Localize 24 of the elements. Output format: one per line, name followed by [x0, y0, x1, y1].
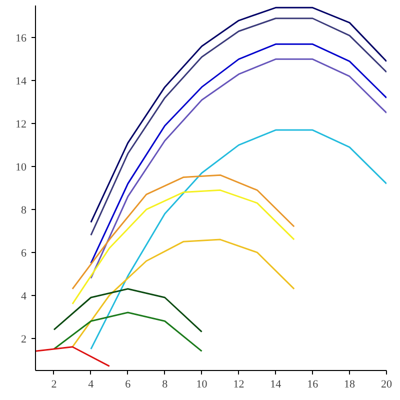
line-series [53, 312, 203, 352]
x-tick-label: 14 [270, 378, 282, 390]
x-tick-label: 18 [344, 378, 356, 390]
x-tick-label: 10 [196, 378, 208, 390]
y-tick-label: 4 [21, 290, 27, 302]
line-series [53, 288, 203, 333]
line-series [90, 129, 386, 350]
y-tick-label: 16 [16, 32, 27, 45]
y-tick-label: 6 [21, 247, 27, 260]
x-tick-label: 8 [162, 378, 168, 390]
x-tick-label: 16 [307, 378, 319, 390]
x-tick-label: 2 [51, 378, 57, 390]
line-series [72, 238, 295, 348]
y-tick-label: 8 [21, 204, 27, 216]
y-tick-label: 2 [21, 333, 26, 346]
line-series [72, 189, 295, 305]
y-tick-label: 14 [16, 76, 27, 88]
x-tick-label: 4 [88, 378, 94, 390]
x-tick-label: 12 [233, 378, 244, 390]
x-tick-label: 6 [125, 378, 132, 390]
line-series [72, 174, 295, 290]
x-tick-label: 20 [381, 378, 392, 390]
y-tick-label: 12 [16, 118, 26, 131]
y-tick-label: 10 [16, 162, 27, 174]
